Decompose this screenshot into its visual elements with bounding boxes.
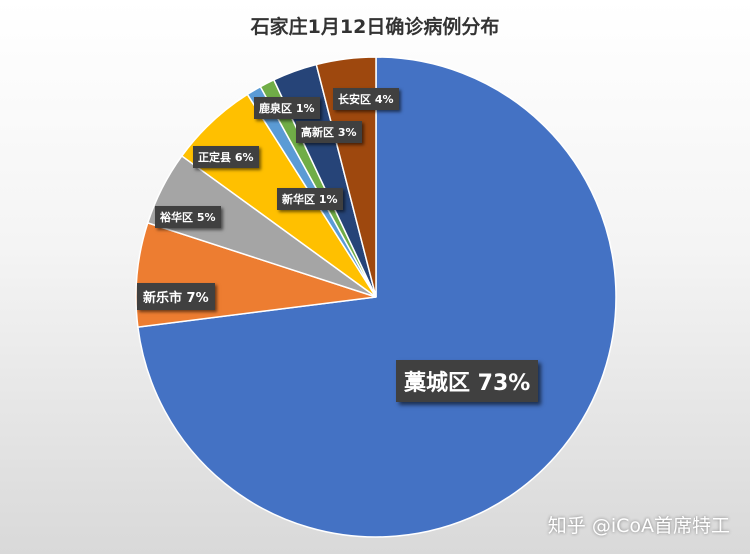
- slice-label-正定县: 正定县 6%: [193, 146, 259, 168]
- pie-slice-长安区: [315, 56, 377, 298]
- chart-title: 石家庄1月12日确诊病例分布: [250, 16, 500, 38]
- pie-slice-藁城区: [137, 56, 617, 538]
- slice-label-鹿泉区: 鹿泉区 1%: [254, 97, 320, 119]
- slice-label-新乐市: 新乐市 7%: [137, 283, 215, 310]
- watermark: 知乎 @iCoA首席特工: [547, 515, 730, 537]
- slice-label-藁城区: 藁城区 73%: [396, 360, 539, 402]
- slice-label-裕华区: 裕华区 5%: [155, 206, 221, 228]
- slice-label-新华区: 新华区 1%: [277, 188, 343, 210]
- slice-label-长安区: 长安区 4%: [333, 88, 399, 110]
- slice-label-高新区: 高新区 3%: [296, 121, 362, 143]
